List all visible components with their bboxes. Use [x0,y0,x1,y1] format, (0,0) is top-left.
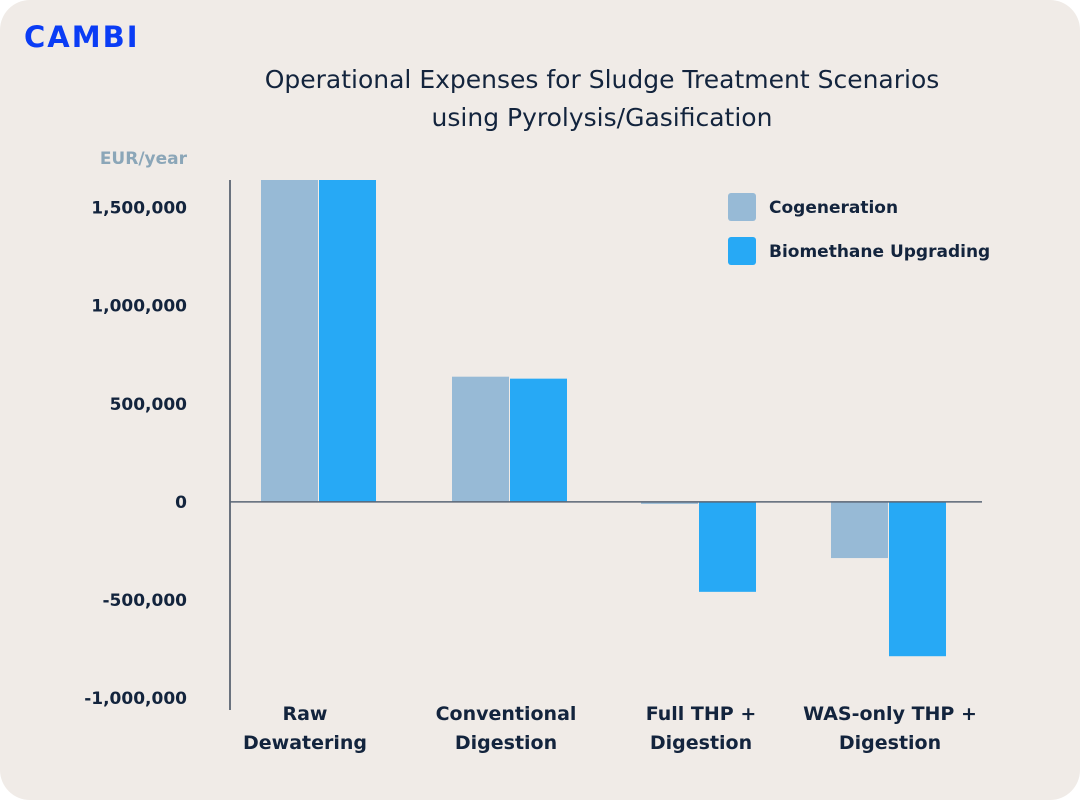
x-category-label: Digestion [839,732,941,754]
bar-biomethane [699,501,756,592]
x-category-label: Conventional [436,703,577,725]
legend-swatch-1 [728,237,756,265]
bar-cogeneration [452,376,509,502]
x-category-label: WAS-only THP + [803,703,977,725]
x-category-label: Digestion [650,732,752,754]
y-tick-label: -1,000,000 [84,689,187,709]
y-axis-unit: EUR/year [100,149,188,169]
x-category-label: Digestion [455,732,557,754]
chart-title-line: Operational Expenses for Sludge Treatmen… [265,65,940,94]
chart-title-line: using Pyrolysis/Gasification [432,103,773,132]
x-category-label: Dewatering [243,732,367,754]
bar-cogeneration [641,501,698,504]
bar-biomethane [889,501,946,657]
x-category-label: Full THP + [646,703,757,725]
legend-swatch-0 [728,193,756,221]
cambi-logo: CAMBI [24,20,140,54]
y-tick-label: 1,000,000 [91,297,187,317]
bar-cogeneration [831,501,888,559]
legend-label: Cogeneration [769,198,898,218]
bar-cogeneration [261,180,318,502]
y-tick-label: 1,500,000 [91,198,187,218]
bar-biomethane [510,378,567,502]
y-tick-label: -500,000 [103,591,188,611]
bar-biomethane [319,180,376,502]
x-category-label: Raw [282,703,327,725]
y-tick-label: 500,000 [110,395,188,415]
legend-label: Biomethane Upgrading [769,242,990,262]
y-tick-label: 0 [175,493,187,513]
